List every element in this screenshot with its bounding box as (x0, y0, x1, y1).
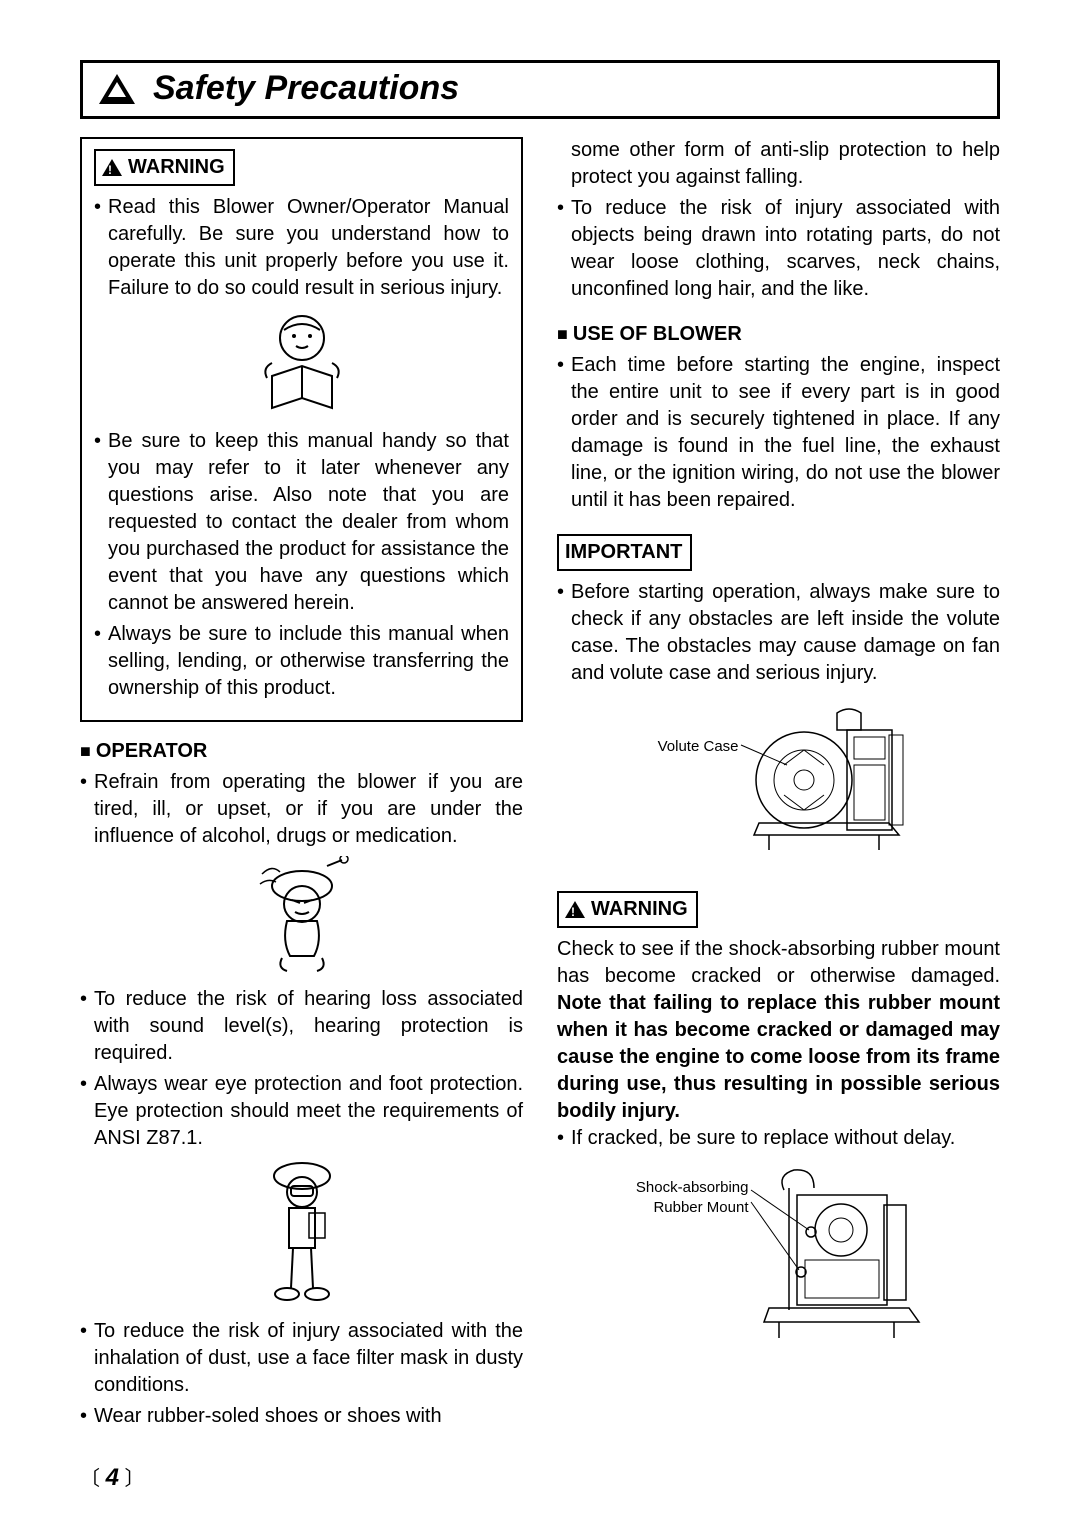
reading-manual-illustration (94, 308, 509, 418)
operator-list-3: To reduce the risk of injury associated … (80, 1318, 523, 1430)
warning-label-text: WARNING (128, 154, 225, 181)
warning-box-1: WARNING Read this Blower Owner/Operator … (80, 137, 523, 722)
rubber-mount-diagram: Shock-absorbing Rubber Mount (619, 1160, 939, 1360)
list-item: Before starting operation, always make s… (557, 579, 1000, 687)
protective-gear-illustration (80, 1158, 523, 1308)
use-of-blower-list: Each time before starting the engine, in… (557, 352, 1000, 514)
operator-list: Refrain from operating the blower if you… (80, 769, 523, 850)
warning-label-2: WARNING (557, 891, 698, 928)
important-label: IMPORTANT (557, 534, 692, 571)
page-number-value: 4 (106, 1464, 119, 1491)
page-number: 〔 4 〕 (80, 1462, 144, 1492)
content-columns: WARNING Read this Blower Owner/Operator … (80, 137, 1000, 1434)
operator-list-2: To reduce the risk of hearing loss assoc… (80, 986, 523, 1152)
continued-list: To reduce the risk of injury associated … (557, 195, 1000, 303)
list-item: If cracked, be sure to replace without d… (557, 1125, 1000, 1152)
warning2-plain: Check to see if the shock-absorbing rubb… (557, 938, 1000, 987)
warning-triangle-icon (102, 159, 122, 176)
warning-label-text: WARNING (591, 896, 688, 923)
list-item: Each time before starting the engine, in… (557, 352, 1000, 514)
warning-list-1b: Be sure to keep this manual handy so tha… (94, 428, 509, 702)
volute-case-diagram: Volute Case (629, 695, 929, 875)
warning-triangle-icon (565, 901, 585, 918)
operator-heading: OPERATOR (80, 738, 523, 765)
warning2-paragraph: Check to see if the shock-absorbing rubb… (557, 936, 1000, 1125)
warning-label: WARNING (94, 149, 235, 186)
list-item: Be sure to keep this manual handy so tha… (94, 428, 509, 617)
title-bar: Safety Precautions (80, 60, 1000, 119)
list-item: Wear rubber-soled shoes or shoes with (80, 1403, 523, 1430)
important-label-text: IMPORTANT (565, 539, 682, 566)
warning-triangle-icon (99, 74, 135, 104)
list-item: Always wear eye protection and foot prot… (80, 1071, 523, 1152)
list-item: Read this Blower Owner/Operator Manual c… (94, 194, 509, 302)
list-item: To reduce the risk of injury associated … (557, 195, 1000, 303)
list-item: Refrain from operating the blower if you… (80, 769, 523, 850)
continued-text: some other form of anti-slip protection … (557, 137, 1000, 191)
right-column: some other form of anti-slip protection … (557, 137, 1000, 1434)
important-list: Before starting operation, always make s… (557, 579, 1000, 687)
tired-operator-illustration (80, 856, 523, 976)
warning-list-1: Read this Blower Owner/Operator Manual c… (94, 194, 509, 302)
list-item: To reduce the risk of hearing loss assoc… (80, 986, 523, 1067)
use-of-blower-heading: USE OF BLOWER (557, 321, 1000, 348)
warning2-bold: Note that failing to replace this rubber… (557, 992, 1000, 1122)
list-item: To reduce the risk of injury associated … (80, 1318, 523, 1399)
warning2-list: If cracked, be sure to replace without d… (557, 1125, 1000, 1152)
left-column: WARNING Read this Blower Owner/Operator … (80, 137, 523, 1434)
page-title: Safety Precautions (153, 69, 459, 108)
list-item: Always be sure to include this manual wh… (94, 621, 509, 702)
